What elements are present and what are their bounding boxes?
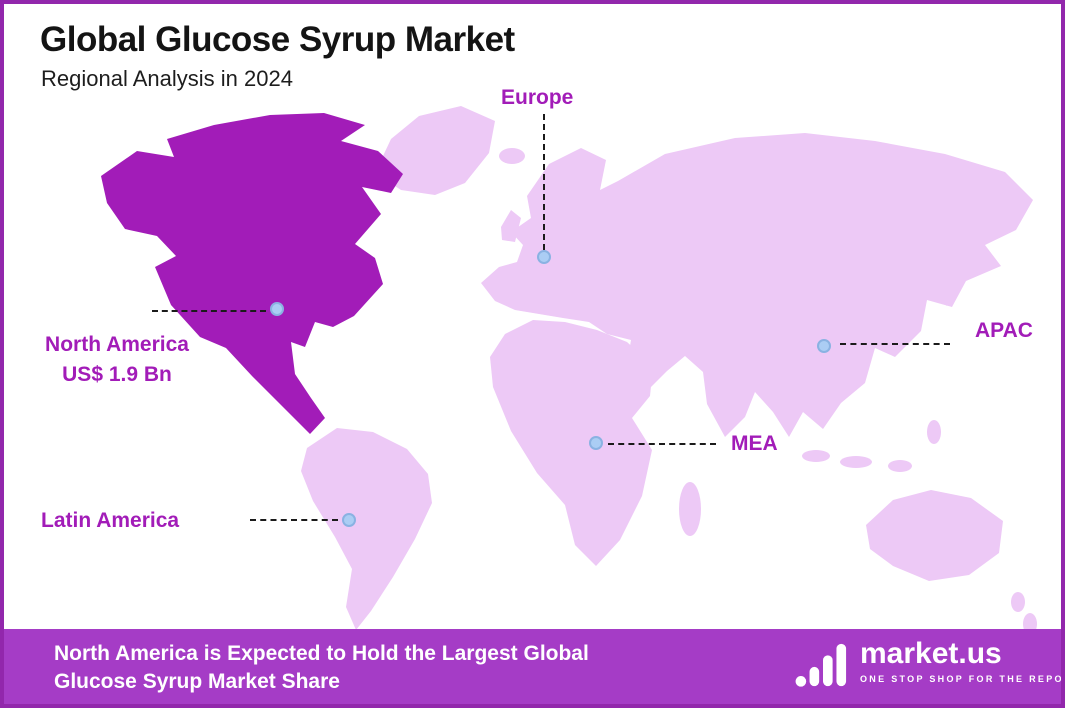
footer-headline-line1: North America is Expected to Hold the La… [54,642,589,665]
region-north-america-highlighted [101,113,403,434]
footer-headline: North America is Expected to Hold the La… [54,640,589,697]
marker-apac [817,339,831,353]
world-map [101,106,1037,635]
region-madagascar [679,482,701,536]
region-new-zealand-north [1011,592,1025,612]
region-indonesia-3 [888,460,912,472]
label-europe: Europe [501,86,574,109]
region-iceland [499,148,525,164]
label-latin-america: Latin America [41,509,180,532]
leader-line-north-america [152,310,266,312]
brand-name: market.us [860,637,1002,670]
brand-block: market.us ONE STOP SHOP FOR THE REPORTS [794,637,1064,690]
region-australia [866,490,1003,581]
leader-line-mea [608,443,716,445]
marker-mea [589,436,603,450]
label-apac: APAC [975,319,1033,342]
label-north-america-value: US$ 1.9 Bn [62,363,172,387]
marker-north-america [270,302,284,316]
region-greenland [375,106,495,195]
marker-latin-america [342,513,356,527]
region-africa [490,320,653,566]
marker-europe [537,250,551,264]
marketus-logo-icon [795,643,847,687]
leader-line-latin-america [250,519,338,521]
leader-line-europe [543,114,545,250]
base-regions [301,106,1037,635]
label-mea: MEA [731,432,778,455]
region-eurasia [481,133,1033,437]
region-indonesia-2 [840,456,872,468]
brand-text: market.us ONE STOP SHOP FOR THE REPORTS [860,637,1064,684]
page-subtitle: Regional Analysis in 2024 [41,66,293,91]
footer-headline-line2: Glucose Syrup Market Share [54,670,340,694]
region-japan [935,270,953,306]
brand-tagline: ONE STOP SHOP FOR THE REPORTS [860,674,1064,684]
footer-banner: North America is Expected to Hold the La… [4,629,1061,704]
region-south-america [301,428,432,630]
leader-line-apac [840,343,950,345]
page-title: Global Glucose Syrup Market [40,20,515,59]
label-north-america-name: North America [45,333,189,356]
region-philippines [927,420,941,444]
region-indonesia-1 [802,450,830,462]
region-uk [501,210,521,242]
label-north-america: North America US$ 1.9 Bn [19,330,215,391]
